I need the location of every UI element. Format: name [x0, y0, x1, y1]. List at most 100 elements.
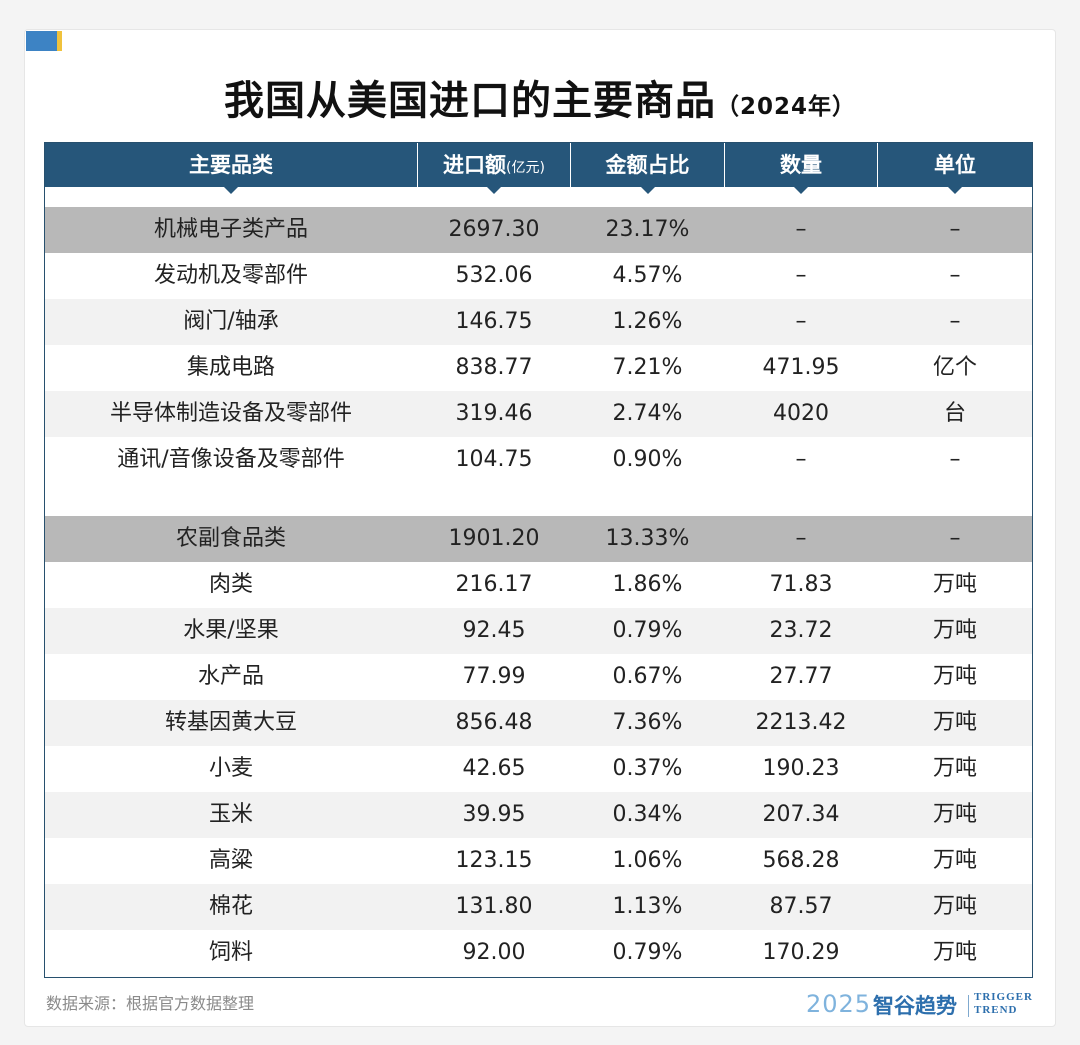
cell-import-value: 532.06 — [455, 263, 533, 288]
cell-import-value: 92.00 — [462, 940, 526, 965]
header-value: 进口额(亿元) — [418, 143, 570, 187]
cell-unit: 万吨 — [932, 618, 977, 643]
cell-import-value: 104.75 — [455, 447, 533, 472]
cell-quantity: 190.23 — [762, 756, 840, 781]
header-quantity: 数量 — [780, 153, 822, 177]
brand-separator — [968, 995, 969, 1017]
cell-import-value: 92.45 — [462, 618, 526, 643]
cell-category: 转基因黄大豆 — [164, 710, 297, 735]
cell-unit: 万吨 — [932, 848, 977, 873]
cell-category: 肉类 — [208, 572, 253, 597]
imports-table: 主要品类 进口额(亿元) 金额占比 数量 单位 机械电子类产品 2697.30 23… — [44, 142, 1033, 978]
cell-category: 棉花 — [208, 894, 253, 919]
header-category: 主要品类 — [189, 153, 273, 177]
cell-quantity: 71.83 — [769, 572, 833, 597]
cell-unit: 万吨 — [932, 572, 977, 597]
cell-unit: 万吨 — [932, 894, 977, 919]
title-text: 我国从美国进口的主要商品 — [223, 78, 716, 124]
cell-quantity: 4020 — [773, 401, 829, 426]
table-row: 饲料 92.00 0.79% 170.29 万吨 — [45, 930, 1032, 976]
cell-import-value: 1901.20 — [448, 526, 540, 551]
category-row: 机械电子类产品 2697.30 23.17% – – — [45, 207, 1032, 253]
table-row: 水产品 77.99 0.67% 27.77 万吨 — [45, 654, 1032, 700]
cell-unit: – — [949, 447, 961, 472]
brand-en-line2: TREND — [974, 1004, 1018, 1016]
cell-share: 1.86% — [612, 572, 683, 597]
cell-category: 集成电路 — [186, 355, 275, 380]
cell-category: 发动机及零部件 — [153, 263, 308, 288]
cell-share: 4.57% — [612, 263, 683, 288]
brand-english: TRIGGER TREND — [974, 991, 1033, 1017]
corner-mark-yellow — [57, 31, 62, 51]
header-caret — [487, 187, 501, 194]
cell-share: 7.36% — [612, 710, 683, 735]
header-caret — [224, 187, 238, 194]
table-row: 半导体制造设备及零部件 319.46 2.74% 4020 台 — [45, 391, 1032, 437]
header-divider — [570, 143, 571, 187]
header-value-label: 进口额 — [443, 153, 507, 177]
header-divider — [877, 143, 878, 187]
table-row: 肉类 216.17 1.86% 71.83 万吨 — [45, 562, 1032, 608]
cell-import-value: 131.80 — [455, 894, 533, 919]
cell-unit: 万吨 — [932, 940, 977, 965]
table-row: 棉花 131.80 1.13% 87.57 万吨 — [45, 884, 1032, 930]
table-row: 集成电路 838.77 7.21% 471.95 亿个 — [45, 345, 1032, 391]
cell-unit: – — [949, 309, 961, 334]
header-caret — [794, 187, 808, 194]
cell-share: 0.67% — [612, 664, 683, 689]
cell-category: 阀门/轴承 — [183, 309, 279, 334]
cell-import-value: 319.46 — [455, 401, 533, 426]
cell-share: 23.17% — [605, 217, 690, 242]
cell-share: 0.90% — [612, 447, 683, 472]
cell-unit: 万吨 — [932, 710, 977, 735]
table-row: 发动机及零部件 532.06 4.57% – – — [45, 253, 1032, 299]
table-row: 通讯/音像设备及零部件 104.75 0.90% – – — [45, 437, 1032, 483]
corner-mark-blue — [26, 31, 57, 51]
cell-category: 小麦 — [208, 756, 253, 781]
cell-quantity: 23.72 — [769, 618, 833, 643]
header-share: 金额占比 — [605, 153, 690, 177]
cell-quantity: 568.28 — [762, 848, 840, 873]
cell-share: 1.26% — [612, 309, 683, 334]
header-unit: 单位 — [934, 153, 976, 177]
cell-share: 7.21% — [612, 355, 683, 380]
table-row: 高粱 123.15 1.06% 568.28 万吨 — [45, 838, 1032, 884]
cell-import-value: 123.15 — [455, 848, 533, 873]
cell-quantity: – — [795, 217, 807, 242]
cell-category: 高粱 — [208, 848, 253, 873]
cell-unit: 万吨 — [932, 756, 977, 781]
table-row: 水果/坚果 92.45 0.79% 23.72 万吨 — [45, 608, 1032, 654]
cell-share: 1.13% — [612, 894, 683, 919]
cell-category: 半导体制造设备及零部件 — [109, 401, 352, 426]
table-row: 阀门/轴承 146.75 1.26% – – — [45, 299, 1032, 345]
cell-quantity: 27.77 — [769, 664, 833, 689]
cell-unit: 万吨 — [932, 802, 977, 827]
page-title: 我国从美国进口的主要商品（2024年） — [0, 68, 1080, 126]
cell-unit: – — [949, 263, 961, 288]
header-caret — [641, 187, 655, 194]
cell-unit: 台 — [943, 401, 966, 426]
header-divider — [724, 143, 725, 187]
cell-unit: – — [949, 217, 961, 242]
cell-quantity: 471.95 — [762, 355, 840, 380]
cell-quantity: – — [795, 526, 807, 551]
cell-share: 1.06% — [612, 848, 683, 873]
title-year: （2024年） — [715, 94, 856, 120]
cell-import-value: 146.75 — [455, 309, 533, 334]
cell-category: 玉米 — [208, 802, 253, 827]
cell-unit: 万吨 — [932, 664, 977, 689]
cell-quantity: 170.29 — [762, 940, 840, 965]
cell-quantity: – — [795, 309, 807, 334]
cell-quantity: – — [795, 447, 807, 472]
cell-unit: – — [949, 526, 961, 551]
cell-category: 水产品 — [197, 664, 264, 689]
header-caret — [948, 187, 962, 194]
cell-category: 机械电子类产品 — [153, 217, 308, 242]
brand-en-line1: TRIGGER — [974, 991, 1033, 1003]
header-divider — [417, 143, 418, 187]
header-value-unit: (亿元) — [506, 160, 545, 176]
cell-share: 0.79% — [612, 618, 683, 643]
cell-quantity: 2213.42 — [755, 710, 847, 735]
brand-name: 智谷趋势 — [873, 994, 957, 1018]
cell-category: 饲料 — [208, 940, 253, 965]
